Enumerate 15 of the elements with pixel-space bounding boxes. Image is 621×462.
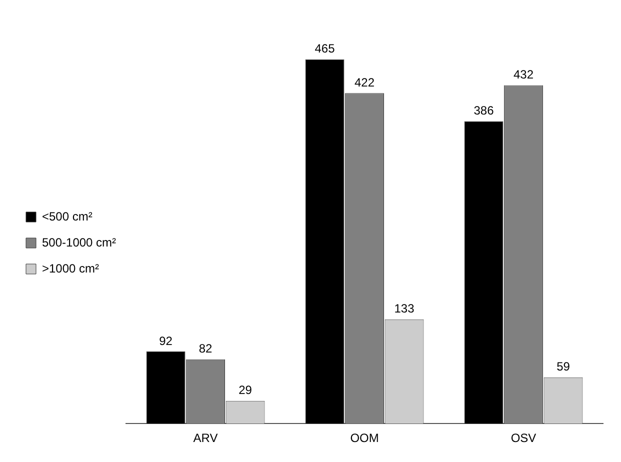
x-tick-label: OOM [350, 431, 379, 446]
data-label: 432 [513, 68, 534, 82]
data-label: 465 [314, 42, 336, 56]
legend-label: 500-1000 cm² [42, 235, 116, 250]
x-tick-label: OSV [510, 431, 536, 446]
data-label: 82 [198, 342, 213, 356]
data-label: 422 [354, 75, 375, 90]
data-label: 386 [474, 104, 494, 118]
data-label: 59 [556, 360, 570, 374]
legend-label: <500 cm² [42, 209, 92, 224]
x-tick-label: ARV [193, 431, 218, 446]
legend-label: >1000 cm² [42, 261, 100, 276]
data-label: 92 [159, 334, 173, 348]
data-label: 29 [238, 383, 252, 398]
data-label: 133 [394, 302, 415, 316]
